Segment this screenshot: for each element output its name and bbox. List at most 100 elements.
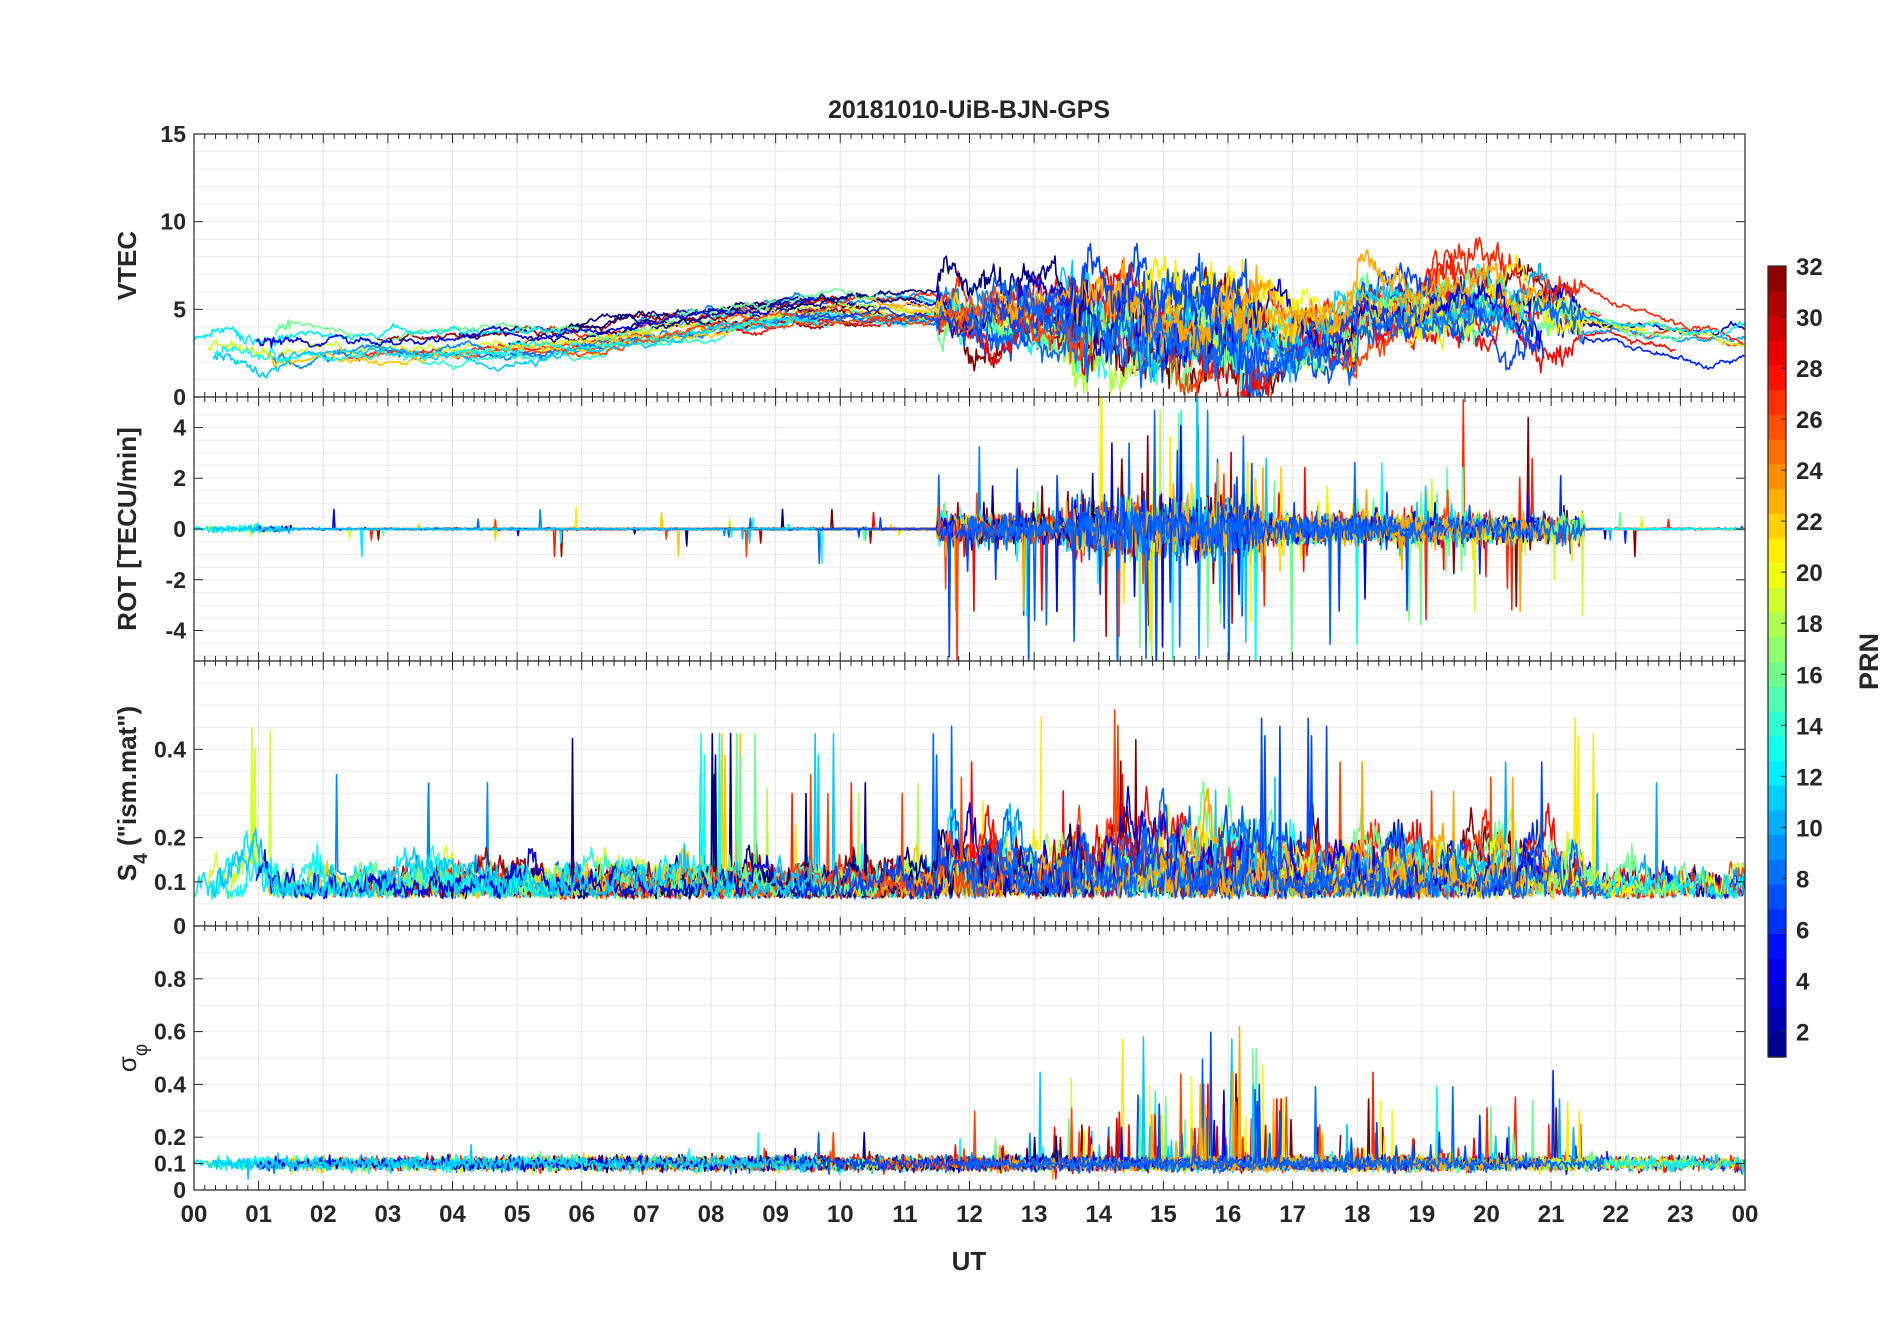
colorbar-tick-label: 10 — [1796, 815, 1823, 842]
x-axis-label: UT — [952, 1246, 987, 1276]
y-axis-label: S4 ("ism.mat") — [112, 706, 152, 881]
series-line-prn-12 — [1589, 1153, 1745, 1176]
colorbar-segment — [1768, 587, 1786, 613]
colorbar-segment — [1768, 686, 1786, 712]
series-line-prn-11 — [211, 524, 816, 540]
colorbar-segment — [1768, 340, 1786, 366]
colorbar-segment — [1768, 834, 1786, 860]
y-tick-label: -4 — [166, 618, 187, 644]
y-tick-label: 4 — [173, 414, 186, 440]
colorbar-segment — [1768, 414, 1786, 440]
colorbar-segment — [1768, 859, 1786, 885]
colorbar-segment — [1768, 1032, 1786, 1058]
colorbar-segment — [1768, 537, 1786, 564]
panel-1: 0 5 10 15 VTEC — [112, 121, 1746, 410]
colorbar-segment — [1768, 785, 1786, 811]
panel-2: -4 -2 0 2 4 ROT [TECU/min] — [112, 396, 1746, 662]
series-line-prn-16 — [274, 732, 879, 900]
chart-title: 20181010-UiB-BJN-GPS — [828, 96, 1110, 124]
x-tick-label: 23 — [1667, 1201, 1694, 1228]
x-tick-label: 10 — [827, 1201, 854, 1228]
colorbar-tick-label: 26 — [1796, 407, 1823, 434]
colorbar-segment — [1768, 1007, 1786, 1033]
colorbar-segment — [1768, 463, 1786, 490]
series-line-prn-12 — [1589, 316, 1745, 337]
x-tick-label: 21 — [1538, 1201, 1565, 1228]
series-line-prn-19 — [1397, 283, 1745, 348]
y-tick-label: 0.1 — [154, 869, 186, 895]
x-tick-label: 11 — [892, 1201, 917, 1228]
colorbar-segment — [1768, 982, 1786, 1009]
colorbar-segment — [1768, 315, 1786, 341]
y-tick-label: 0 — [173, 913, 186, 939]
colorbar-segment — [1768, 958, 1786, 984]
traces — [194, 1025, 1745, 1180]
y-tick-label: -2 — [166, 567, 186, 593]
series-line-prn-10 — [1399, 761, 1745, 899]
series-line-prn-13 — [214, 345, 525, 364]
y-tick-label: 5 — [173, 296, 186, 322]
x-tick-label: 09 — [762, 1201, 789, 1228]
series-line-prn-12 — [1589, 527, 1745, 531]
series-line-prn-11 — [211, 828, 816, 899]
colorbar-segment — [1768, 809, 1786, 836]
series-line-prn-7 — [794, 717, 1414, 900]
y-tick-label: 0.4 — [154, 736, 186, 762]
colorbar-segment — [1768, 760, 1786, 786]
x-tick-label: 05 — [504, 1201, 531, 1228]
colorbar-segment — [1768, 513, 1786, 539]
colorbar-segment — [1768, 562, 1786, 588]
y-tick-label: 2 — [173, 465, 186, 491]
colorbar-segment — [1768, 488, 1786, 514]
x-tick-label: 00 — [181, 1201, 208, 1228]
traces — [194, 236, 1745, 397]
colorbar-tick-label: 24 — [1796, 458, 1823, 485]
y-tick-label: 0 — [173, 1177, 186, 1203]
colorbar-tick-label: 18 — [1796, 611, 1823, 638]
y-axis-label: ROT [TECU/min] — [112, 427, 142, 631]
series-line-prn-8 — [966, 409, 1604, 661]
x-tick-label: 14 — [1085, 1201, 1112, 1228]
series-line-prn-9 — [270, 315, 789, 370]
y-tick-label: 0 — [173, 384, 186, 410]
colorbar-segment — [1768, 636, 1786, 663]
x-tick-label: 19 — [1409, 1201, 1436, 1228]
colorbar-tick-label: 12 — [1796, 764, 1823, 791]
x-tick-label: 01 — [245, 1201, 272, 1228]
x-tick-label: 03 — [375, 1201, 402, 1228]
y-tick-label: 0.1 — [154, 1151, 186, 1177]
x-tick-label: 07 — [633, 1201, 660, 1228]
series-line-prn-4 — [255, 296, 815, 349]
series-line-prn-12 — [1589, 865, 1745, 900]
colorbar-tick-label: 6 — [1796, 917, 1809, 944]
traces — [194, 397, 1745, 661]
x-tick-label: 16 — [1215, 1201, 1242, 1228]
colorbar-segment — [1768, 266, 1786, 292]
x-tick-label: 15 — [1150, 1201, 1177, 1228]
colorbar-tick-label: 16 — [1796, 662, 1823, 689]
traces — [194, 709, 1745, 900]
colorbar-frame — [1767, 265, 1787, 1058]
colorbar-segment — [1768, 612, 1786, 638]
y-axis-label: σφ — [112, 1044, 152, 1072]
y-tick-label: 0.2 — [154, 825, 186, 851]
series-line-prn-11 — [212, 315, 816, 379]
x-tick-label: 00 — [1732, 1201, 1759, 1228]
colorbar-label: PRN — [1854, 633, 1884, 690]
colorbar-segment — [1768, 661, 1786, 687]
colorbar-segment — [1768, 290, 1786, 317]
colorbar-segment — [1768, 933, 1786, 959]
colorbar-segment — [1768, 883, 1786, 910]
colorbar-tick-label: 28 — [1796, 356, 1823, 383]
colorbar-tick-label: 22 — [1796, 509, 1823, 536]
colorbar-segment — [1768, 710, 1786, 737]
x-tick-label: 13 — [1021, 1201, 1048, 1228]
colorbar-tick-label: 2 — [1796, 1019, 1809, 1046]
panel-3: 0 0.1 0.2 0.4S4 ("ism.mat") — [112, 660, 1746, 939]
series-line-prn-8 — [966, 787, 1605, 900]
x-tick-label: 12 — [956, 1201, 983, 1228]
x-tick-label: 17 — [1279, 1201, 1306, 1228]
y-tick-label: 0.6 — [154, 1019, 186, 1045]
y-tick-label: 15 — [160, 121, 186, 147]
colorbar-segment — [1768, 389, 1786, 415]
